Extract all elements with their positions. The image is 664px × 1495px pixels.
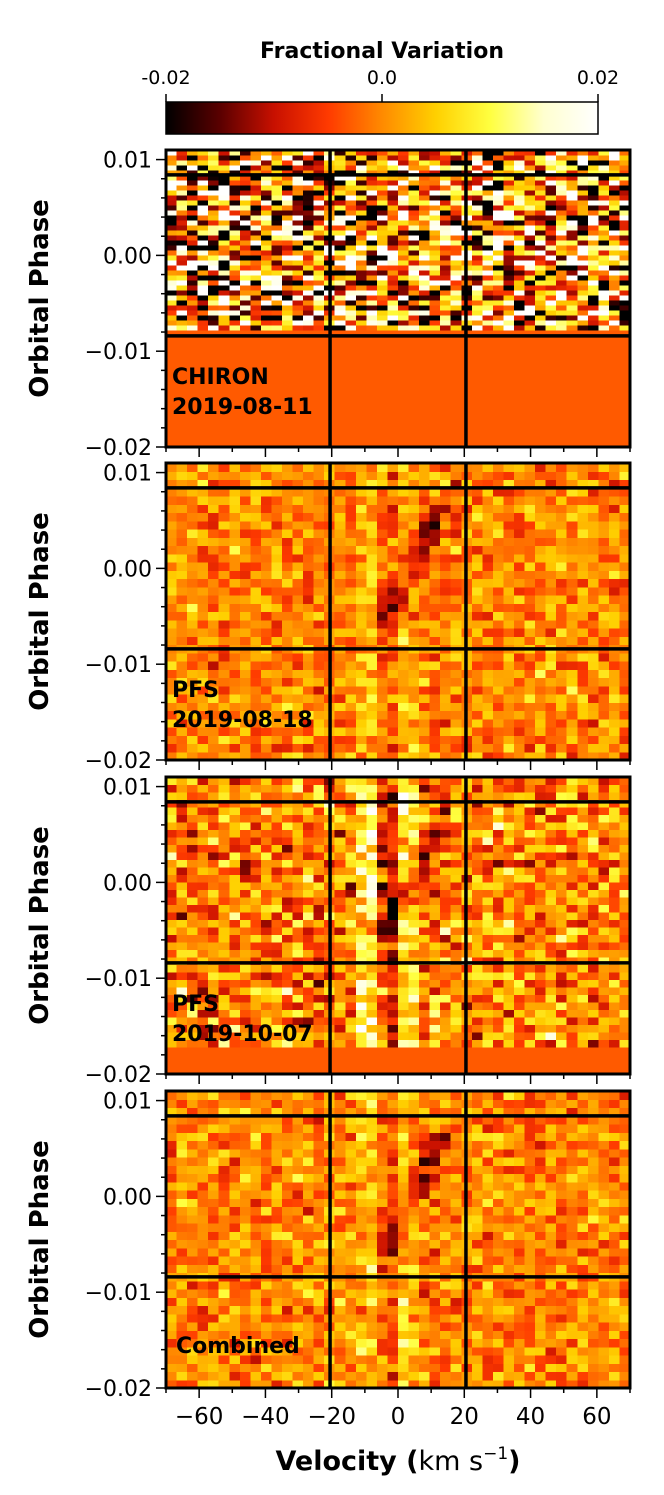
heatmap-cells bbox=[166, 150, 631, 331]
x-tick-label: 60 bbox=[582, 1404, 611, 1430]
y-tick-label: 0.00 bbox=[103, 1185, 152, 1210]
panel-label-instrument: PFS bbox=[172, 678, 219, 703]
colorbar-gradient bbox=[165, 101, 599, 135]
colorbar-tick-label: -0.02 bbox=[141, 67, 190, 89]
y-tick-label: −0.02 bbox=[85, 436, 152, 461]
panel-label-date: 2019-08-18 bbox=[172, 708, 313, 733]
panel-label: Combined bbox=[176, 1334, 300, 1359]
colorbar-tick-label: 0.0 bbox=[367, 67, 397, 89]
panel-label-date: 2019-08-11 bbox=[172, 395, 313, 420]
y-tick-label: −0.02 bbox=[85, 1063, 152, 1088]
panel-chiron: 0.01 0.00 −0.01 −0.02 Orbital Phase CHIRON 201… bbox=[25, 148, 632, 461]
y-axis-label: Orbital Phase bbox=[25, 512, 55, 711]
colorbar-title: Fractional Variation bbox=[260, 39, 504, 64]
panel-pfs2: 0.01 0.00 −0.01 −0.02 Orbital Phase PFS 2019-1… bbox=[25, 775, 632, 1088]
y-axis-label: Orbital Phase bbox=[25, 1140, 55, 1339]
y-tick-label: −0.01 bbox=[85, 340, 152, 365]
y-tick-label: −0.02 bbox=[85, 1377, 152, 1402]
panel-label-date: 2019-10-07 bbox=[172, 1022, 313, 1047]
y-tick-label: 0.00 bbox=[103, 557, 152, 582]
y-tick-label: 0.01 bbox=[103, 149, 152, 174]
panel-label-instrument: PFS bbox=[172, 992, 219, 1017]
y-tick-label: 0.00 bbox=[103, 244, 152, 269]
colorbar-tick-label: 0.02 bbox=[577, 67, 619, 89]
panel-combined: 0.01 0.00 −0.01 −0.02 −60 −40 −20 0 20 40 60 Orbita… bbox=[25, 1089, 632, 1430]
y-tick-label: 0.01 bbox=[103, 776, 152, 801]
x-tick-label: −60 bbox=[175, 1404, 224, 1430]
y-tick-label: 0.00 bbox=[103, 871, 152, 896]
heatmap-cells bbox=[166, 463, 631, 761]
y-tick-label: −0.01 bbox=[85, 653, 152, 678]
y-tick-label: 0.01 bbox=[103, 462, 152, 487]
x-tick-label: 20 bbox=[450, 1404, 479, 1430]
y-tick-label: 0.01 bbox=[103, 1090, 152, 1115]
y-axis-label: Orbital Phase bbox=[25, 826, 55, 1025]
x-axis-label: Velocity (km s−1) bbox=[275, 1444, 520, 1477]
x-tick-label: −20 bbox=[307, 1404, 356, 1430]
y-tick-label: −0.02 bbox=[85, 749, 152, 774]
heatmap-cells bbox=[166, 1091, 631, 1389]
x-tick-label: 40 bbox=[516, 1404, 545, 1430]
y-axis-label: Orbital Phase bbox=[25, 199, 55, 398]
y-tick-label: −0.01 bbox=[85, 967, 152, 992]
x-tick-label: 0 bbox=[391, 1404, 406, 1430]
colorbar: Fractional Variation -0.02 0.0 0.02 bbox=[141, 39, 619, 135]
heatmap-cells bbox=[166, 777, 631, 1048]
y-tick-label: −0.01 bbox=[85, 1281, 152, 1306]
panel-label-instrument: CHIRON bbox=[172, 365, 269, 390]
x-tick-label: −40 bbox=[241, 1404, 290, 1430]
panel-pfs1: 0.01 0.00 −0.01 −0.02 Orbital Phase PFS 2019-0… bbox=[25, 461, 632, 774]
